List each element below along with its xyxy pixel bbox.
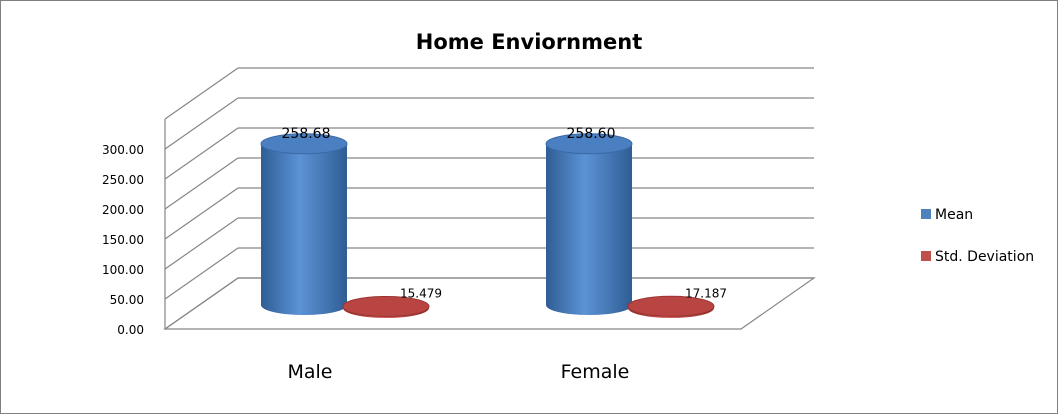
floor xyxy=(163,277,816,330)
side-gridline xyxy=(164,187,239,240)
side-gridline xyxy=(164,127,239,180)
y-tick-label: 200.00 xyxy=(102,203,144,217)
mean-bar xyxy=(546,143,632,315)
y-tick-label: 50.00 xyxy=(110,293,144,307)
mean-data-label: 258.68 xyxy=(282,126,331,142)
side-gridline xyxy=(164,217,239,270)
std-bar-top xyxy=(627,295,715,317)
side-gridline xyxy=(164,157,239,210)
mean-bar xyxy=(261,143,347,315)
mean-bar-top xyxy=(260,133,348,155)
y-tick-label: 100.00 xyxy=(102,263,144,277)
x-tick-label: Female xyxy=(561,361,630,383)
side-gridline xyxy=(164,247,239,300)
chart-title: Home Enviornment xyxy=(415,30,643,54)
legend-label: Mean xyxy=(935,207,973,223)
y-tick-label: 300.00 xyxy=(102,143,144,157)
legend-label: Std. Deviation xyxy=(935,249,1034,265)
side-gridline xyxy=(164,67,239,120)
legend-swatch xyxy=(921,209,931,219)
std-data-label: 15.479 xyxy=(400,286,442,300)
std-data-label: 17.187 xyxy=(685,286,727,300)
y-tick-label: 0.00 xyxy=(117,323,144,337)
mean-bar-top xyxy=(545,133,633,155)
x-tick-label: Male xyxy=(287,361,332,383)
y-tick-label: 250.00 xyxy=(102,173,144,187)
std-bar-top xyxy=(342,295,430,317)
y-tick-label: 150.00 xyxy=(102,233,144,247)
side-gridline xyxy=(164,97,239,150)
legend-swatch xyxy=(921,251,931,261)
mean-data-label: 258.60 xyxy=(567,126,616,142)
